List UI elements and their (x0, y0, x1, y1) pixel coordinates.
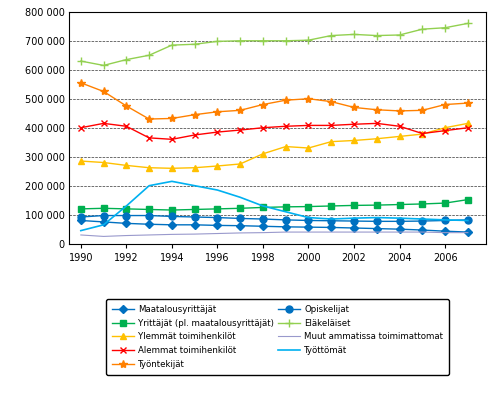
Legend: Maatalousyrittäjät, Yrittäjät (pl. maatalousyrittäjät), Ylemmät toimihenkilöt, A: Maatalousyrittäjät, Yrittäjät (pl. maata… (106, 299, 449, 375)
